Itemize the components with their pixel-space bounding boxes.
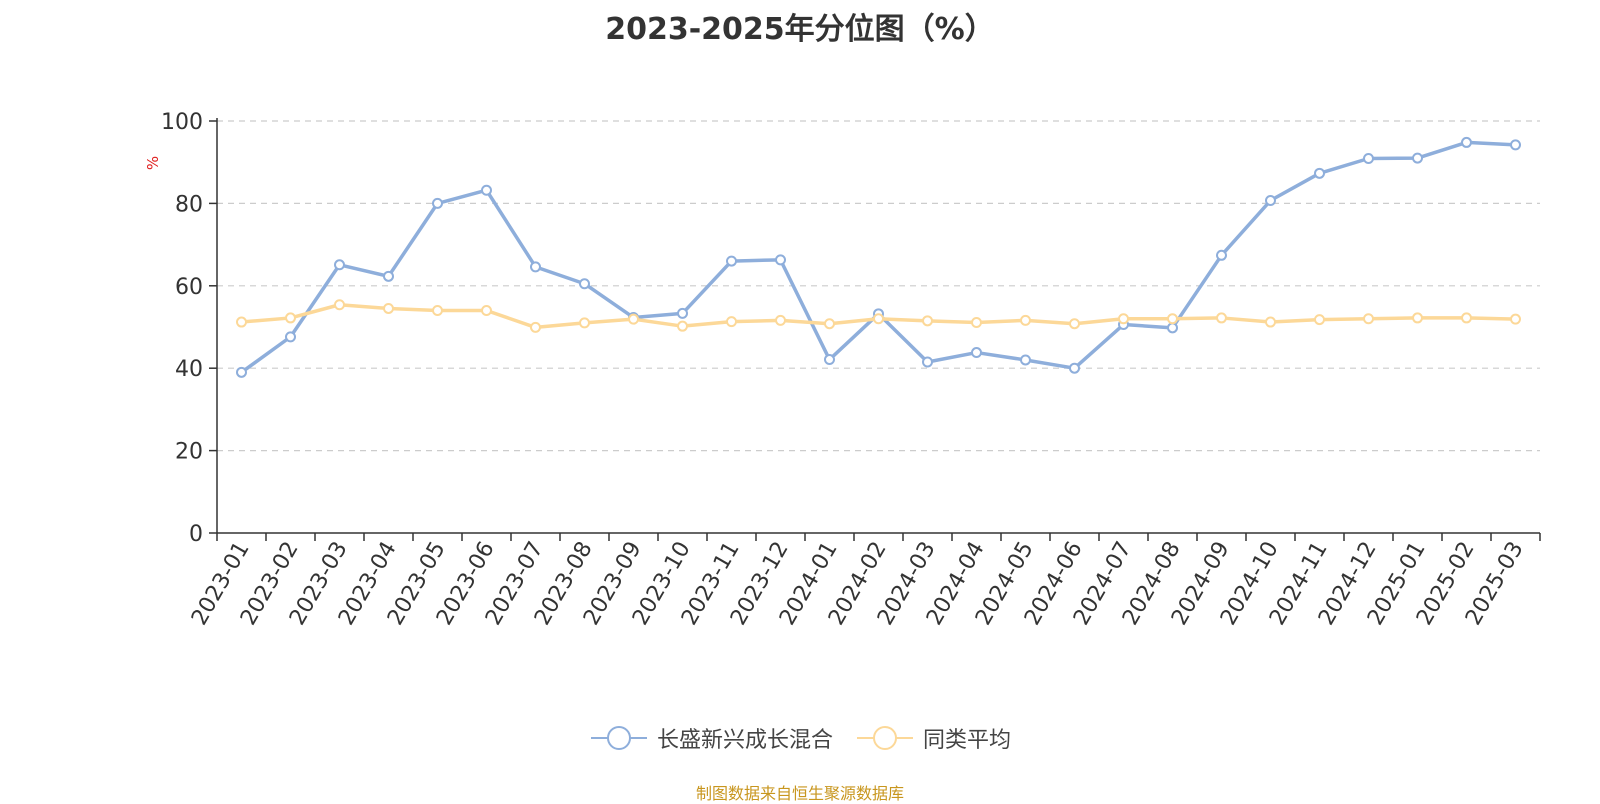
series-1-point bbox=[1216, 249, 1227, 261]
series-2-point bbox=[1265, 316, 1276, 328]
series-2-point bbox=[922, 315, 933, 327]
y-tick-label: 80 bbox=[175, 192, 203, 217]
legend-marker-series-1 bbox=[590, 726, 647, 750]
series-1-point bbox=[432, 197, 443, 209]
series-2-point bbox=[432, 305, 443, 317]
series-1-point bbox=[383, 270, 394, 282]
series-2-point bbox=[1461, 312, 1472, 324]
series-2-point bbox=[481, 305, 492, 317]
legend-label-series-1: 长盛新兴成长混合 bbox=[656, 728, 833, 753]
series-2-point bbox=[1216, 312, 1227, 324]
series-2-point bbox=[1020, 314, 1031, 326]
x-tick-labels: 2023-012023-022023-032023-042023-052023-… bbox=[187, 538, 1529, 630]
series-2-point bbox=[824, 318, 835, 330]
legend: 长盛新兴成长混合 同类平均 bbox=[0, 722, 1600, 754]
series-1-point bbox=[530, 261, 541, 273]
series-1-point bbox=[1412, 152, 1423, 164]
series-1-point bbox=[236, 366, 247, 378]
series-2-point bbox=[236, 316, 247, 328]
series-1-point bbox=[726, 255, 737, 267]
legend-label-series-2: 同类平均 bbox=[923, 728, 1012, 753]
series-1-point bbox=[1510, 139, 1521, 151]
series-1-point bbox=[1167, 322, 1178, 334]
series-2-point bbox=[971, 316, 982, 328]
series-1-point bbox=[1363, 152, 1374, 164]
series-line-1 bbox=[240, 140, 1516, 374]
series-1-point bbox=[481, 184, 492, 196]
y-tick-labels: 0 20 40 60 80 100 bbox=[161, 110, 203, 547]
series-1-point bbox=[1265, 195, 1276, 207]
y-tick-label: 0 bbox=[189, 522, 203, 547]
series-1-point bbox=[1314, 167, 1325, 179]
y-tick-label: 40 bbox=[175, 357, 203, 382]
series-1-point bbox=[334, 259, 345, 271]
series-1-point bbox=[1020, 354, 1031, 366]
grid-lines bbox=[217, 120, 1540, 452]
series-2-point bbox=[775, 314, 786, 326]
series-2-point bbox=[1363, 313, 1374, 325]
series-1-point bbox=[1461, 136, 1472, 148]
y-tick-label: 20 bbox=[175, 440, 203, 465]
legend-item-series-2[interactable]: 同类平均 bbox=[855, 722, 1011, 754]
series-2-point bbox=[1510, 313, 1521, 325]
series-2-point bbox=[726, 316, 737, 328]
series-2-point bbox=[579, 317, 590, 329]
series-1-point bbox=[775, 254, 786, 266]
series-2-point bbox=[1167, 313, 1178, 325]
source-footer: 制图数据来自恒生聚源数据库 bbox=[695, 784, 904, 803]
series-1-point bbox=[824, 354, 835, 366]
series-2-point bbox=[383, 302, 394, 314]
y-tick-label: 60 bbox=[175, 275, 203, 300]
series-2-point bbox=[285, 312, 296, 324]
series-1-point bbox=[922, 356, 933, 368]
series-2-point bbox=[334, 299, 345, 311]
legend-marker-series-2 bbox=[857, 726, 913, 750]
y-axis-label: % bbox=[144, 156, 162, 170]
chart-title: 2023-2025年分位图（%） bbox=[605, 12, 995, 47]
series-2-point bbox=[1314, 314, 1325, 326]
series-1-point bbox=[285, 331, 296, 343]
series-2-point bbox=[530, 321, 541, 333]
series-2-point bbox=[1118, 313, 1129, 325]
axes bbox=[209, 118, 1541, 541]
series-2-point bbox=[1069, 318, 1080, 330]
y-tick-label: 100 bbox=[161, 110, 203, 135]
series-2-point bbox=[677, 320, 688, 332]
series-1-point bbox=[971, 347, 982, 359]
legend-item-series-1[interactable]: 长盛新兴成长混合 bbox=[589, 722, 833, 754]
series-1-point bbox=[579, 278, 590, 290]
series-1-point bbox=[1069, 362, 1080, 374]
series-group bbox=[236, 136, 1521, 378]
series-2-point bbox=[1412, 312, 1423, 324]
series-2-point bbox=[873, 313, 884, 325]
series-2-point bbox=[628, 313, 639, 325]
series-1-point bbox=[677, 307, 688, 319]
